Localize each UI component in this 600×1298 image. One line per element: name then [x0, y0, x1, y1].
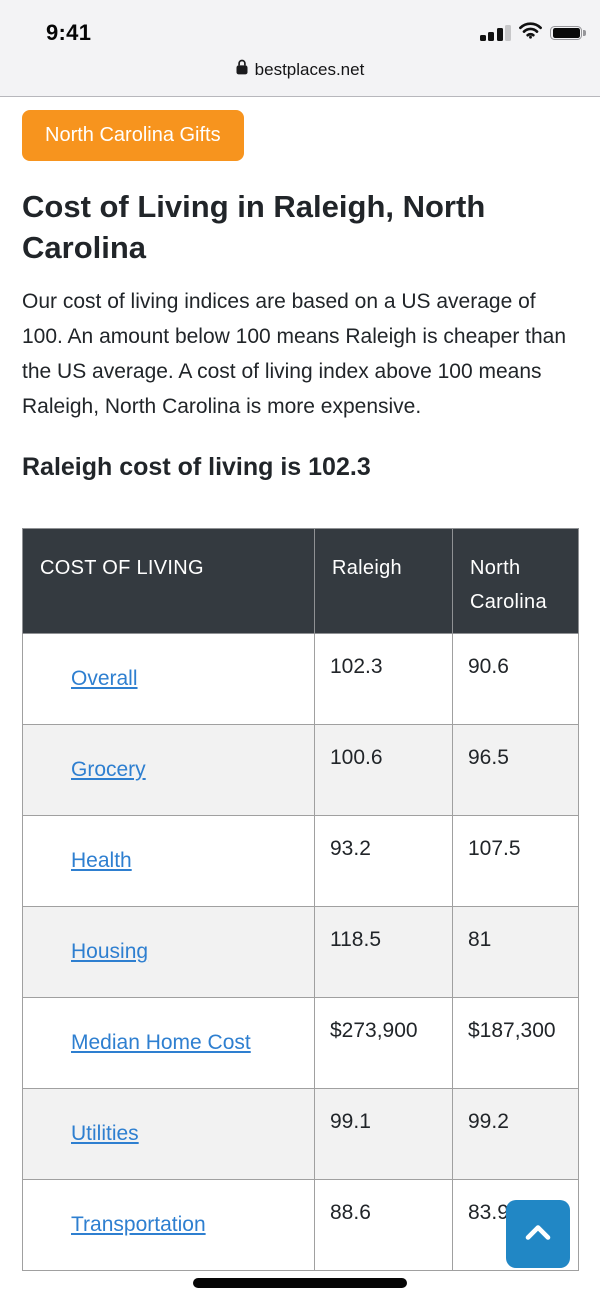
value-raleigh: $273,900: [314, 997, 453, 1089]
header-cost-of-living: COST OF LIVING: [22, 528, 315, 634]
north-carolina-gifts-button[interactable]: North Carolina Gifts: [22, 110, 244, 161]
cost-of-living-subheading: Raleigh cost of living is 102.3: [22, 453, 371, 481]
category-link-grocery[interactable]: Grocery: [71, 758, 146, 781]
value-raleigh: 100.6: [314, 724, 453, 816]
value-raleigh: 102.3: [314, 633, 453, 725]
chevron-up-icon: [524, 1224, 552, 1244]
page-content: North Carolina Gifts Cost of Living in R…: [0, 98, 600, 1271]
header-raleigh: Raleigh: [314, 528, 453, 634]
value-north-carolina: 99.2: [452, 1088, 579, 1180]
table-row: Utilities 99.1 99.2: [22, 1088, 579, 1180]
category-link-transportation[interactable]: Transportation: [71, 1213, 206, 1236]
table-row: Transportation 88.6 83.9: [22, 1179, 579, 1271]
table-row: Health 93.2 107.5: [22, 815, 579, 907]
browser-header: 9:41 bestplaces.net: [0, 0, 600, 97]
status-bar: 9:41: [0, 0, 600, 46]
category-link-utilities[interactable]: Utilities: [71, 1122, 139, 1145]
value-raleigh: 93.2: [314, 815, 453, 907]
header-north-carolina: North Carolina: [452, 528, 579, 634]
value-north-carolina: 81: [452, 906, 579, 998]
table-row: Grocery 100.6 96.5: [22, 724, 579, 816]
table-row: Overall 102.3 90.6: [22, 633, 579, 725]
value-north-carolina: 90.6: [452, 633, 579, 725]
category-link-median-home-cost[interactable]: Median Home Cost: [71, 1031, 251, 1054]
address-bar[interactable]: bestplaces.net: [0, 59, 600, 80]
scroll-to-top-button[interactable]: [506, 1200, 570, 1268]
value-north-carolina: $187,300: [452, 997, 579, 1089]
category-link-housing[interactable]: Housing: [71, 940, 149, 963]
clock-text: 9:41: [46, 20, 92, 45]
value-raleigh: 88.6: [314, 1179, 453, 1271]
table-row: Median Home Cost $273,900 $187,300: [22, 997, 579, 1089]
url-text: bestplaces.net: [254, 59, 365, 79]
battery-icon: [550, 25, 586, 41]
cost-of-living-table: COST OF LIVING Raleigh North Carolina Ov…: [22, 528, 579, 1271]
intro-paragraph: Our cost of living indices are based on …: [22, 290, 567, 418]
lock-icon: [236, 59, 248, 80]
value-north-carolina: 96.5: [452, 724, 579, 816]
value-raleigh: 99.1: [314, 1088, 453, 1180]
table-row: Housing 118.5 81: [22, 906, 579, 998]
value-north-carolina: 107.5: [452, 815, 579, 907]
page-title: Cost of Living in Raleigh, North Carolin…: [22, 189, 486, 265]
category-link-overall[interactable]: Overall: [71, 667, 138, 690]
table-header-row: COST OF LIVING Raleigh North Carolina: [22, 528, 579, 634]
category-link-health[interactable]: Health: [71, 849, 132, 872]
wifi-icon: [519, 22, 543, 44]
value-raleigh: 118.5: [314, 906, 453, 998]
cellular-signal-icon: [479, 25, 512, 41]
home-indicator-handle[interactable]: [193, 1278, 407, 1288]
